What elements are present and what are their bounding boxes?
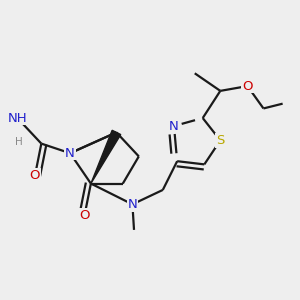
Text: N: N <box>169 119 179 133</box>
Text: H: H <box>15 137 23 147</box>
Text: O: O <box>79 209 90 222</box>
Text: O: O <box>30 169 40 182</box>
Text: N: N <box>65 147 75 160</box>
Text: NH: NH <box>8 112 27 124</box>
Text: N: N <box>128 198 137 211</box>
Text: O: O <box>242 80 253 93</box>
Polygon shape <box>91 130 121 184</box>
Text: S: S <box>216 134 224 147</box>
